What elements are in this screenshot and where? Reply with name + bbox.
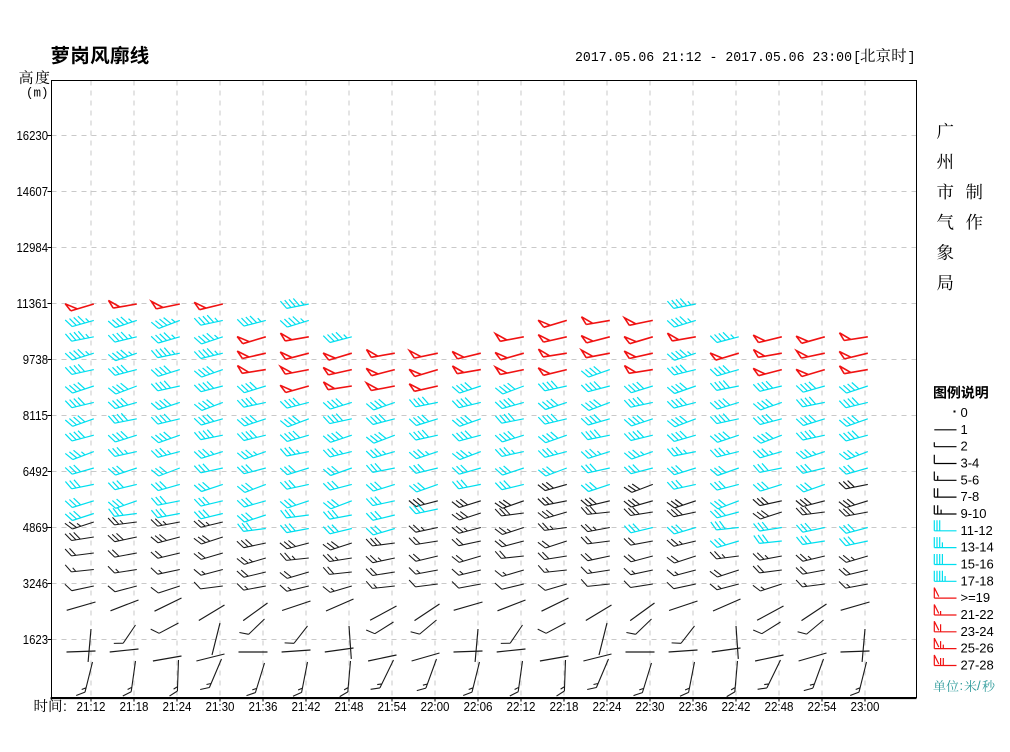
svg-text:22:18: 22:18	[550, 699, 579, 714]
svg-text:22:30: 22:30	[636, 699, 665, 714]
svg-text:14607: 14607	[17, 184, 49, 199]
svg-text:9738: 9738	[23, 352, 48, 367]
svg-text:1623: 1623	[23, 632, 48, 647]
svg-text:9-10: 9-10	[961, 506, 987, 521]
svg-text:21:30: 21:30	[206, 699, 235, 714]
svg-text:21:36: 21:36	[249, 699, 278, 714]
svg-text:23:00: 23:00	[851, 699, 880, 714]
svg-text:3246: 3246	[23, 576, 48, 591]
svg-text:11-12: 11-12	[961, 523, 993, 538]
svg-text:22:06: 22:06	[464, 699, 493, 714]
svg-text:16230: 16230	[17, 128, 49, 143]
svg-text:21:48: 21:48	[335, 699, 364, 714]
svg-text:3-4: 3-4	[961, 456, 980, 471]
svg-text:17-18: 17-18	[961, 573, 994, 588]
svg-text:22:36: 22:36	[679, 699, 708, 714]
svg-text:8115: 8115	[23, 408, 48, 423]
svg-text:/: /	[977, 678, 981, 693]
svg-text:22:12: 22:12	[507, 699, 536, 714]
svg-text:7-8: 7-8	[961, 489, 980, 504]
svg-text:5-6: 5-6	[961, 472, 980, 487]
svg-text:13-14: 13-14	[961, 540, 994, 555]
svg-text:6492: 6492	[23, 464, 48, 479]
svg-text:21:54: 21:54	[378, 699, 407, 714]
svg-text:25-26: 25-26	[961, 641, 994, 656]
svg-text::: :	[960, 678, 964, 693]
svg-text:21:24: 21:24	[163, 699, 192, 714]
svg-text:21:12: 21:12	[77, 699, 106, 714]
svg-text:22:42: 22:42	[722, 699, 751, 714]
svg-text:22:48: 22:48	[765, 699, 794, 714]
svg-text:1: 1	[961, 422, 968, 437]
svg-text:21:18: 21:18	[120, 699, 149, 714]
svg-text:>=19: >=19	[961, 590, 991, 605]
svg-text:]: ]	[908, 51, 916, 66]
svg-text:22:54: 22:54	[808, 699, 837, 714]
svg-text:11361: 11361	[17, 296, 49, 311]
svg-text:21-22: 21-22	[961, 607, 994, 622]
svg-text:0: 0	[961, 405, 968, 420]
svg-text:22:00: 22:00	[421, 699, 450, 714]
svg-text:22:24: 22:24	[593, 699, 622, 714]
svg-text:27-28: 27-28	[961, 658, 994, 673]
svg-text:2: 2	[961, 439, 968, 454]
svg-text::: :	[63, 698, 67, 714]
svg-text:[: [	[853, 51, 861, 66]
svg-text:(m): (m)	[26, 87, 49, 101]
svg-text:15-16: 15-16	[961, 557, 994, 572]
svg-text:12984: 12984	[17, 240, 49, 255]
svg-text:23-24: 23-24	[961, 624, 994, 639]
svg-text:21:42: 21:42	[292, 699, 321, 714]
svg-text:2017.05.06 21:12 - 2017.05.06: 2017.05.06 21:12 - 2017.05.06 23:00	[575, 51, 852, 66]
svg-text:4869: 4869	[23, 520, 48, 535]
